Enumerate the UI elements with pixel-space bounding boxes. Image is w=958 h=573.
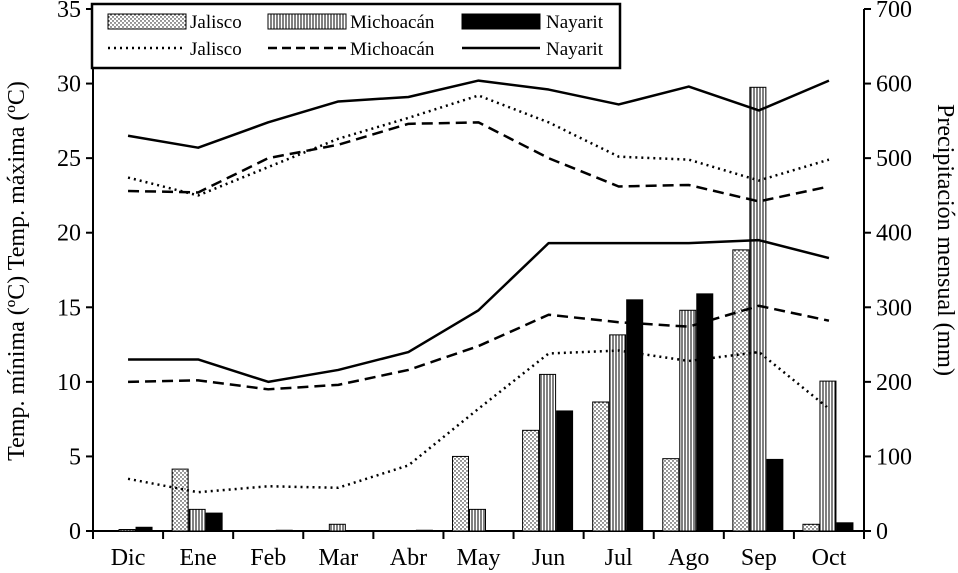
x-axis: Dic Ene Feb Mar Abr May Jun Jul Ago Sep Oct <box>92 531 865 571</box>
bar-nayarit-sep <box>766 458 784 532</box>
right-tick-label: 700 <box>876 0 912 23</box>
right-tick-label: 400 <box>876 221 912 247</box>
line-max-michoacn <box>128 121 830 203</box>
line-min-michoacn <box>128 304 830 391</box>
bar-nayarit-ago <box>696 293 714 532</box>
bar-jalisco-jun <box>522 429 540 532</box>
legend-label-nayarit-bar: Nayarit <box>546 12 604 33</box>
x-tick-label: May <box>457 545 501 571</box>
right-y-axis: 0 100 200 300 400 500 600 700 <box>864 0 912 545</box>
bar-nayarit-jul <box>626 299 644 532</box>
x-tick-label: Sep <box>741 545 777 571</box>
bar-michoacn-jun <box>539 373 557 532</box>
x-tick-label: Dic <box>111 545 146 571</box>
bar-jalisco-sep <box>732 249 750 532</box>
x-tick-label: Jul <box>605 545 633 571</box>
bar-jalisco-may <box>452 455 469 532</box>
left-tick-label: 35 <box>57 0 81 23</box>
left-tick-label: 25 <box>57 146 81 172</box>
bar-michoacn-dic <box>118 529 136 532</box>
left-tick-label: 10 <box>57 370 81 396</box>
x-tick-label: Mar <box>318 545 358 571</box>
bars-layer <box>118 86 854 532</box>
bar-michoacn-sep <box>749 86 767 532</box>
left-y-axis: 0 5 10 15 20 25 30 35 <box>57 0 93 545</box>
legend-label-michoacan-bar: Michoacán <box>350 12 435 33</box>
x-tick-label: Abr <box>390 545 427 571</box>
legend-label-jalisco-bar: Jalisco <box>190 12 242 33</box>
bar-nayarit-oct <box>836 522 854 532</box>
bar-michoacn-jul <box>609 334 627 532</box>
legend-label-nayarit-line: Nayarit <box>546 39 604 60</box>
bar-nayarit-abr <box>415 529 433 532</box>
left-axis-title: Temp. mínima (ºC) Temp. máxima (ºC) <box>4 81 30 461</box>
bar-jalisco-jul <box>592 401 610 532</box>
legend: Jalisco Michoacán Nayarit Jalisco Michoa… <box>90 2 622 70</box>
legend-swatch-michoacan-bar <box>267 13 347 30</box>
bar-jalisco-ago <box>662 458 680 532</box>
lines-layer <box>127 79 830 494</box>
line-min-nayarit <box>128 238 830 384</box>
right-tick-label: 0 <box>876 519 888 545</box>
left-tick-label: 5 <box>69 444 81 470</box>
right-tick-label: 200 <box>876 370 912 396</box>
bar-nayarit-ene <box>205 512 223 532</box>
legend-label-michoacan-line: Michoacán <box>350 39 435 60</box>
x-tick-label: Ene <box>179 545 216 571</box>
x-tick-label: Jun <box>532 545 565 571</box>
bar-nayarit-feb <box>275 529 293 532</box>
left-tick-label: 20 <box>57 221 81 247</box>
right-tick-label: 300 <box>876 295 912 321</box>
legend-swatch-nayarit-bar <box>461 13 541 30</box>
bar-michoacn-ago <box>679 309 697 532</box>
right-axis-title: Precipitación mensual (mm) <box>932 104 958 376</box>
bar-michoacn-may <box>469 508 486 532</box>
x-tick-label: Ago <box>668 545 709 571</box>
bar-michoacn-mar <box>328 523 346 532</box>
bar-jalisco-oct <box>802 523 820 532</box>
bar-michoacn-ene <box>188 508 206 532</box>
bar-michoacn-oct <box>819 380 837 532</box>
x-tick-label: Oct <box>812 545 847 571</box>
legend-label-jalisco-line: Jalisco <box>190 39 242 60</box>
line-max-nayarit <box>127 79 830 149</box>
right-tick-label: 100 <box>876 444 912 470</box>
right-tick-label: 500 <box>876 146 912 172</box>
left-tick-label: 30 <box>57 72 81 98</box>
right-tick-label: 600 <box>876 72 912 98</box>
left-tick-label: 0 <box>69 519 81 545</box>
bar-nayarit-jun <box>556 410 574 532</box>
line-max-jalisco <box>127 94 830 197</box>
bar-jalisco-ene <box>171 468 189 532</box>
legend-swatch-jalisco-bar <box>107 13 187 30</box>
x-tick-label: Feb <box>250 545 286 571</box>
bar-nayarit-dic <box>135 526 153 532</box>
left-tick-label: 15 <box>57 295 81 321</box>
